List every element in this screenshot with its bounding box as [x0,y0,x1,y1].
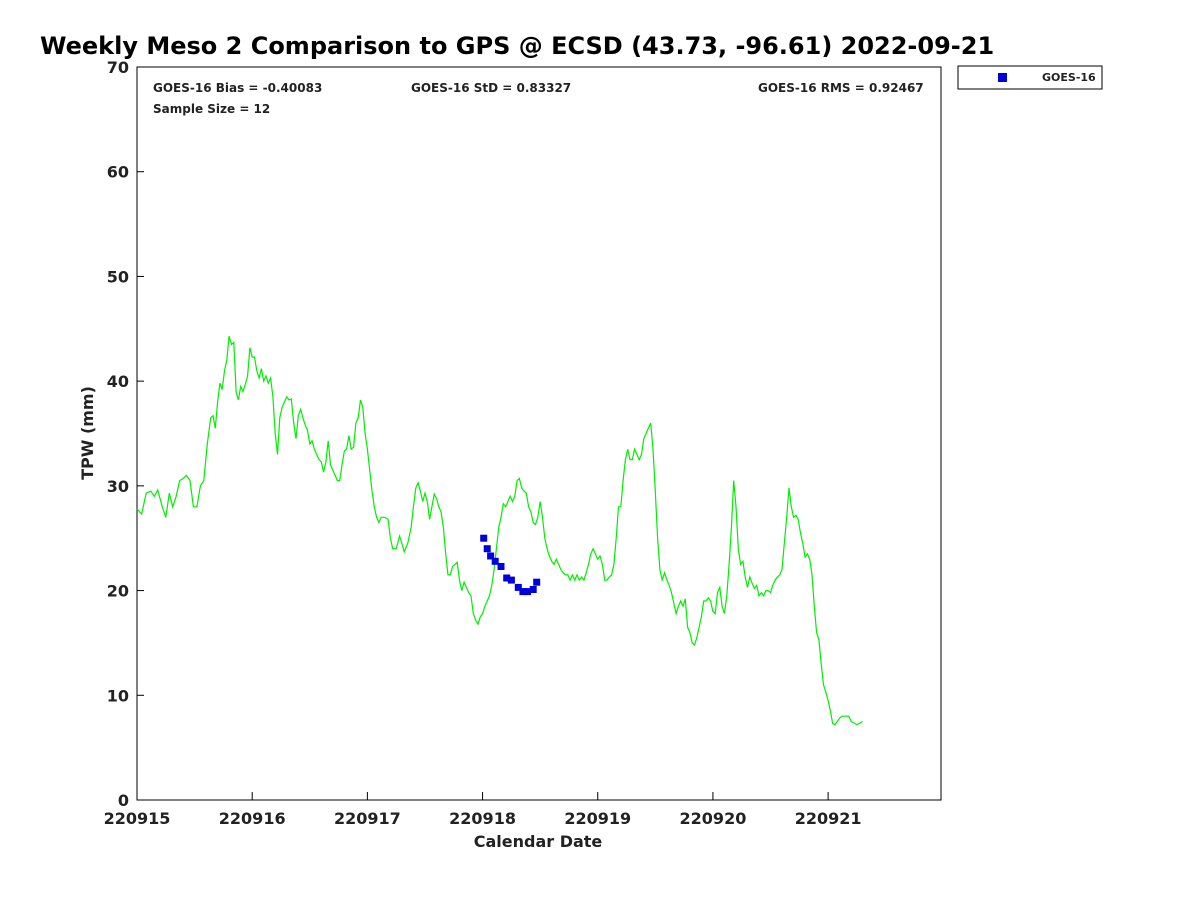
legend-box [957,65,1103,90]
x-tick-label: 220916 [219,809,286,828]
y-axis: 0 10 20 30 40 50 60 70 [107,58,144,810]
plot-area-frame [136,66,942,801]
goes16-point [529,586,537,593]
goes16-point [483,545,491,553]
legend: GOES-16 [957,65,1103,90]
goes16-point [533,578,541,586]
goes16-point [514,583,522,591]
gps-tpw-line [136,335,863,726]
goes16-point [480,534,488,542]
y-tick-label: 70 [107,58,129,77]
y-tick-label: 50 [107,267,129,286]
goes16-point [503,574,511,582]
goes16-point [491,557,499,565]
goes16-point [497,563,505,570]
bias-stat: GOES-16 Bias = -0.40083 [153,81,322,95]
y-tick-label: 60 [107,163,129,182]
rms-stat: GOES-16 RMS = 0.92467 [758,81,924,95]
std-stat: GOES-16 StD = 0.83327 [411,81,571,95]
y-axis-label: TPW (mm) [78,386,97,480]
x-tick-label: 220918 [449,809,516,828]
y-tick-label: 10 [107,686,129,705]
series-layer [136,335,863,726]
legend-marker-goes16 [998,73,1007,82]
x-tick-label: 220915 [104,809,171,828]
chart-title: Weekly Meso 2 Comparison to GPS @ ECSD (… [40,32,994,60]
goes16-point [524,588,531,596]
goes16-point [487,552,495,560]
x-tick-label: 220921 [795,809,862,828]
x-tick-label: 220920 [680,809,747,828]
goes16-point [507,576,515,584]
x-tick-label: 220917 [334,809,401,828]
x-axis: 220915 220916 220917 220918 220919 220920 2209… [104,792,862,828]
x-tick-label: 220919 [564,809,631,828]
legend-label-goes16: GOES-16 [1042,71,1096,84]
y-tick-label: 20 [107,582,129,601]
y-tick-label: 30 [107,477,129,496]
goes16-point [519,588,527,596]
y-tick-label: 40 [107,372,129,391]
y-tick-label: 0 [118,791,129,810]
x-axis-label: Calendar Date [474,832,603,851]
sample-size-stat: Sample Size = 12 [153,102,270,116]
